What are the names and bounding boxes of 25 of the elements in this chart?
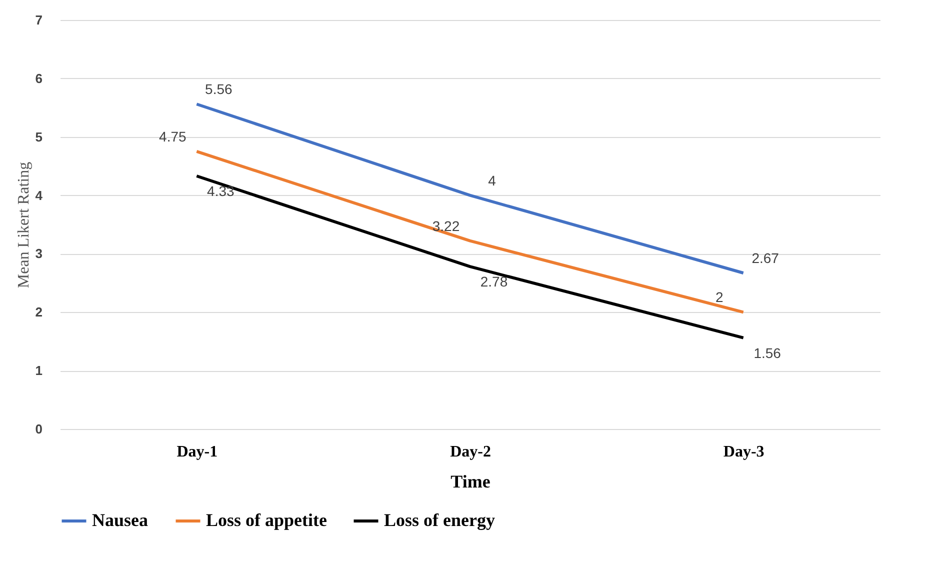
data-label: 1.56 bbox=[754, 344, 782, 361]
data-label: 5.56 bbox=[205, 81, 233, 98]
x-axis-title: Time bbox=[450, 472, 490, 492]
data-label: 4.75 bbox=[159, 128, 187, 144]
y-tick-label: 0 bbox=[35, 422, 42, 436]
x-tick-label: Day-1 bbox=[176, 444, 218, 460]
y-axis-title: Mean Likert Rating bbox=[15, 162, 32, 288]
y-tick-label: 1 bbox=[35, 363, 42, 378]
data-label: 4.33 bbox=[207, 183, 235, 200]
legend-label: Nausea bbox=[92, 510, 148, 530]
y-tick-label: 3 bbox=[35, 246, 42, 262]
y-tick-label: 5 bbox=[35, 129, 42, 144]
legend-label: Loss of energy bbox=[384, 510, 495, 530]
legend-label: Loss of appetite bbox=[206, 510, 328, 530]
y-tick-label: 7 bbox=[35, 12, 42, 28]
data-label: 2 bbox=[715, 289, 724, 306]
data-label: 2.67 bbox=[752, 250, 780, 266]
data-label: 4 bbox=[488, 172, 496, 188]
y-tick-label: 2 bbox=[35, 304, 42, 320]
y-tick-label: 6 bbox=[35, 70, 42, 86]
data-label: 3.22 bbox=[432, 218, 460, 234]
y-tick-label: 4 bbox=[35, 188, 44, 203]
data-label: 2.78 bbox=[480, 274, 508, 290]
x-tick-label: Day-2 bbox=[450, 444, 491, 460]
x-tick-label: Day-3 bbox=[723, 444, 764, 460]
